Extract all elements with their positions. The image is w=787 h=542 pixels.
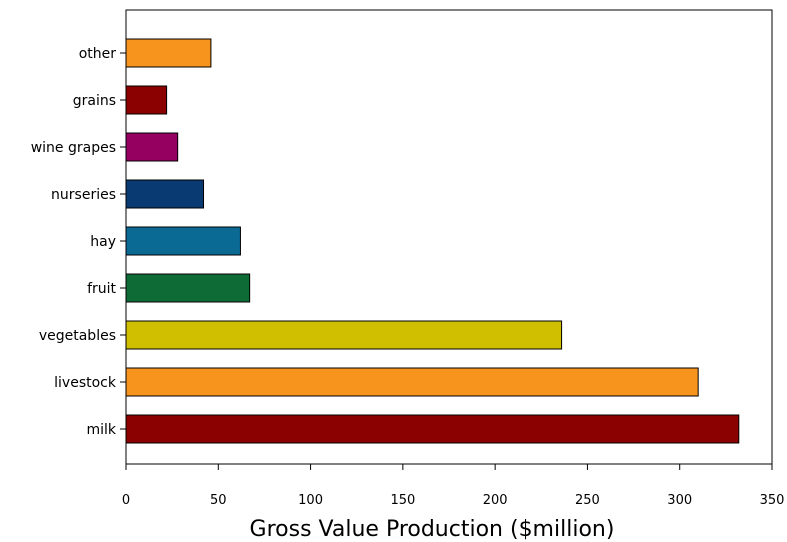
category-label-vegetables: vegetables bbox=[39, 328, 116, 344]
category-label-nurseries: nurseries bbox=[51, 187, 116, 203]
bar-other bbox=[125, 38, 212, 68]
x-tick-label-200: 200 bbox=[483, 493, 508, 508]
bar-wine-grapes bbox=[125, 132, 179, 162]
category-labels: other grains wine grapes nurseries hay fruit v… bbox=[31, 46, 126, 438]
bar-livestock bbox=[125, 367, 699, 397]
category-label-wine-grapes: wine grapes bbox=[31, 140, 116, 156]
bar-fruit bbox=[125, 273, 251, 303]
x-tick-label-50: 50 bbox=[210, 493, 227, 508]
bar-milk bbox=[125, 414, 740, 444]
x-tick-label-350: 350 bbox=[760, 493, 785, 508]
bar-grains bbox=[125, 85, 168, 115]
category-label-other: other bbox=[79, 46, 117, 62]
x-tick-label-300: 300 bbox=[667, 493, 692, 508]
bar-hay bbox=[125, 226, 241, 256]
category-label-livestock: livestock bbox=[54, 375, 117, 391]
category-label-hay: hay bbox=[90, 234, 116, 250]
category-label-milk: milk bbox=[86, 422, 116, 438]
bar-nurseries bbox=[125, 179, 205, 209]
x-tick-label-250: 250 bbox=[575, 493, 600, 508]
x-axis-title: Gross Value Production ($million) bbox=[250, 517, 615, 542]
x-tick-label-100: 100 bbox=[298, 493, 323, 508]
x-tick-label-0: 0 bbox=[122, 493, 130, 508]
category-label-grains: grains bbox=[73, 93, 116, 109]
x-tick-label-150: 150 bbox=[390, 493, 415, 508]
x-axis-ticks: 0 50 100 150 200 250 300 350 bbox=[122, 464, 785, 508]
bar-vegetables bbox=[125, 320, 563, 350]
category-label-fruit: fruit bbox=[87, 281, 116, 297]
